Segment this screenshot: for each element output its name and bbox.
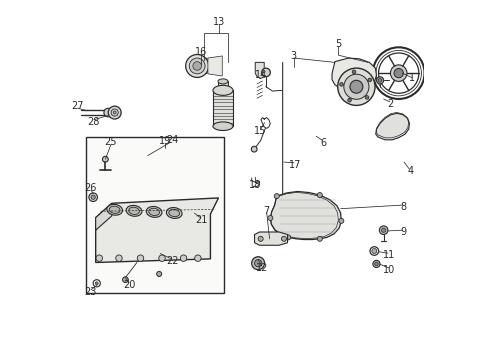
Text: 20: 20 (122, 280, 135, 290)
Polygon shape (96, 203, 112, 230)
Text: 7: 7 (263, 206, 268, 216)
Polygon shape (270, 192, 341, 239)
Ellipse shape (148, 208, 159, 216)
Circle shape (192, 62, 201, 70)
Text: 22: 22 (165, 256, 178, 266)
Circle shape (251, 146, 257, 152)
Text: 28: 28 (87, 117, 99, 127)
Circle shape (113, 111, 116, 114)
Circle shape (317, 236, 322, 241)
Text: 13: 13 (213, 17, 225, 27)
Circle shape (254, 260, 261, 267)
Text: 1: 1 (408, 73, 414, 83)
Text: 10: 10 (383, 265, 395, 275)
Bar (218, 81, 227, 90)
Text: 19: 19 (159, 136, 171, 145)
Circle shape (91, 195, 95, 199)
Text: 8: 8 (399, 202, 405, 212)
Ellipse shape (168, 210, 179, 217)
Text: 23: 23 (84, 287, 96, 297)
Circle shape (281, 236, 286, 241)
Circle shape (111, 109, 118, 116)
Circle shape (102, 156, 108, 162)
Ellipse shape (126, 206, 142, 216)
Circle shape (285, 235, 290, 240)
Text: 11: 11 (382, 249, 394, 260)
Ellipse shape (212, 85, 233, 95)
Text: 18: 18 (248, 180, 261, 190)
Text: 17: 17 (288, 159, 300, 170)
Circle shape (89, 193, 97, 202)
Text: 4: 4 (407, 166, 412, 176)
Circle shape (347, 98, 350, 102)
Circle shape (108, 106, 121, 119)
Circle shape (378, 78, 381, 82)
Circle shape (267, 216, 272, 221)
Circle shape (389, 65, 406, 81)
Circle shape (371, 248, 376, 253)
Circle shape (274, 194, 279, 199)
Ellipse shape (212, 122, 233, 131)
Polygon shape (96, 198, 218, 262)
Ellipse shape (218, 79, 227, 84)
Text: 15: 15 (254, 126, 266, 135)
Circle shape (180, 255, 186, 261)
Circle shape (351, 70, 355, 74)
Circle shape (258, 236, 263, 241)
Bar (212, 90, 233, 126)
Polygon shape (207, 56, 222, 76)
Circle shape (104, 108, 112, 117)
Text: 2: 2 (386, 99, 392, 109)
Ellipse shape (166, 208, 182, 219)
Text: 26: 26 (84, 183, 96, 193)
Circle shape (185, 54, 208, 77)
Text: 3: 3 (289, 50, 296, 60)
Circle shape (122, 277, 128, 283)
Circle shape (379, 226, 387, 234)
Circle shape (337, 68, 374, 105)
Circle shape (137, 255, 143, 261)
Circle shape (95, 282, 98, 285)
Polygon shape (255, 62, 264, 78)
Text: 21: 21 (195, 215, 207, 225)
Circle shape (381, 228, 385, 232)
Circle shape (365, 96, 368, 99)
Circle shape (343, 74, 368, 99)
Polygon shape (254, 232, 287, 245)
Text: 12: 12 (255, 263, 267, 273)
Circle shape (372, 260, 379, 267)
Text: 5: 5 (335, 40, 341, 49)
Text: 14: 14 (254, 70, 266, 80)
Ellipse shape (106, 204, 122, 215)
Circle shape (116, 255, 122, 261)
Polygon shape (331, 58, 376, 93)
Circle shape (317, 193, 322, 198)
Text: 24: 24 (165, 135, 178, 145)
Circle shape (96, 255, 102, 261)
Circle shape (156, 271, 162, 276)
Polygon shape (375, 113, 408, 140)
Text: 6: 6 (320, 138, 326, 148)
Text: 9: 9 (399, 228, 405, 237)
Circle shape (189, 58, 204, 74)
Circle shape (376, 77, 383, 84)
Circle shape (338, 219, 343, 224)
Circle shape (159, 255, 165, 261)
Ellipse shape (128, 207, 139, 215)
Ellipse shape (146, 207, 162, 217)
Bar (86, 137, 224, 293)
Circle shape (349, 80, 362, 93)
Circle shape (251, 257, 264, 270)
Text: 27: 27 (71, 102, 83, 112)
Circle shape (339, 82, 343, 86)
Text: 16: 16 (195, 46, 207, 57)
Circle shape (393, 68, 403, 78)
Text: 25: 25 (104, 137, 117, 147)
Circle shape (261, 68, 270, 77)
Ellipse shape (109, 206, 120, 213)
Circle shape (367, 78, 371, 82)
Circle shape (374, 262, 378, 266)
Circle shape (194, 255, 201, 261)
